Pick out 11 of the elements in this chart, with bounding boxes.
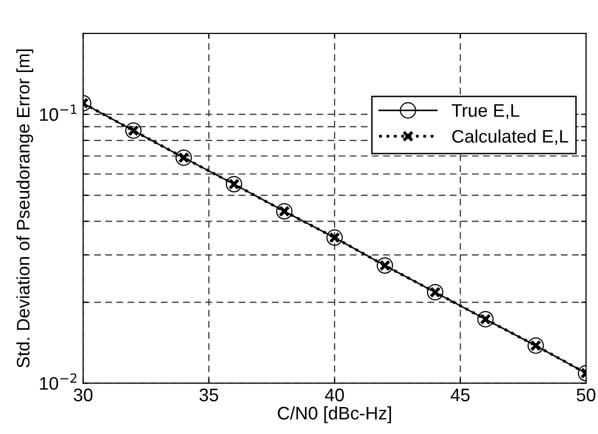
- legend-label: True E,L: [452, 104, 520, 119]
- x-tick-label: 45: [450, 388, 470, 402]
- y-axis-title: Std. Deviation of Pseudorange Error [m]: [16, 50, 34, 368]
- y-tick-label: 10$^{−1}$: [40, 104, 76, 121]
- x-tick-label: 35: [200, 388, 218, 402]
- x-tick-label: 50: [576, 388, 596, 402]
- legend-label: Calculated E,L: [452, 129, 568, 145]
- x-tick-label: 30: [74, 388, 92, 402]
- x-tick-label: 40: [324, 388, 344, 402]
- x-axis-title: C/N0 [dBc-Hz]: [278, 406, 391, 424]
- y-tick-label: 10$^{−2}$: [40, 373, 76, 390]
